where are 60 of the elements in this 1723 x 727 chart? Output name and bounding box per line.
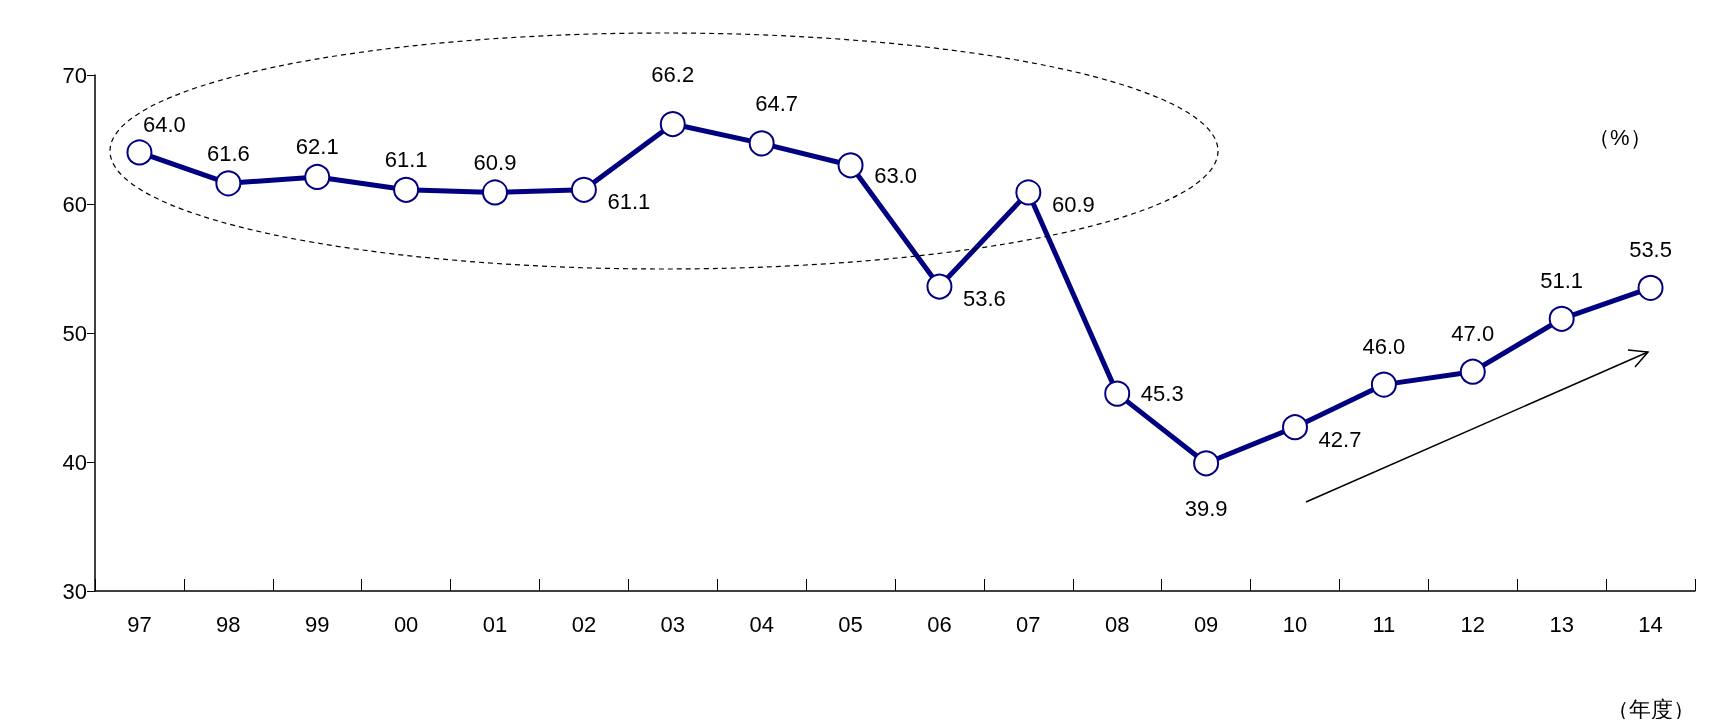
point bbox=[482, 179, 508, 206]
point bbox=[393, 176, 420, 203]
point bbox=[1637, 274, 1664, 301]
point bbox=[1459, 358, 1486, 385]
x-tick-label: 07 bbox=[1016, 611, 1041, 637]
data-label: 62.1 bbox=[295, 134, 339, 160]
y-tick-label: 30 bbox=[62, 578, 87, 604]
x-tick-label: 98 bbox=[216, 611, 241, 637]
x-tick-label: 13 bbox=[1549, 611, 1574, 637]
x-tick-label: 01 bbox=[482, 611, 508, 637]
data-label: 61.1 bbox=[607, 189, 651, 215]
point bbox=[304, 163, 331, 190]
point bbox=[126, 139, 153, 166]
y-axis-title: （%） bbox=[1588, 124, 1652, 150]
data-label: 61.1 bbox=[384, 147, 428, 173]
x-tick-label: 10 bbox=[1282, 611, 1308, 637]
x-tick-label: 11 bbox=[1372, 611, 1396, 637]
data-label: 60.9 bbox=[473, 149, 517, 175]
data-label: 45.3 bbox=[1140, 381, 1184, 407]
data-label: 60.9 bbox=[1051, 191, 1095, 217]
data-label: 64.7 bbox=[755, 90, 799, 116]
data-label: 53.5 bbox=[1629, 237, 1672, 263]
point bbox=[215, 170, 242, 197]
x-tick-label: 03 bbox=[660, 611, 686, 637]
data-label: 66.2 bbox=[651, 61, 695, 87]
x-tick-label: 97 bbox=[127, 611, 152, 637]
point bbox=[1015, 179, 1042, 206]
point bbox=[1370, 371, 1397, 398]
y-tick-label: 60 bbox=[62, 191, 87, 217]
data-label: 63.0 bbox=[874, 162, 917, 188]
data-label: 51.1 bbox=[1540, 268, 1584, 294]
data-label: 42.7 bbox=[1318, 426, 1362, 452]
x-tick-label: 09 bbox=[1193, 611, 1219, 637]
x-tick-label: 08 bbox=[1104, 611, 1130, 637]
x-tick-label: 06 bbox=[927, 611, 952, 637]
x-tick-label: 02 bbox=[571, 611, 597, 637]
y-tick-label: 40 bbox=[62, 449, 87, 475]
point bbox=[748, 130, 775, 157]
point bbox=[1104, 380, 1131, 407]
y-tick-label: 70 bbox=[62, 62, 87, 88]
point bbox=[1282, 414, 1308, 441]
x-tick-label: 12 bbox=[1460, 611, 1486, 637]
x-tick-label: 14 bbox=[1638, 611, 1663, 637]
data-label: 47.0 bbox=[1451, 321, 1495, 347]
point bbox=[1548, 305, 1575, 332]
data-label: 53.6 bbox=[963, 286, 1006, 312]
data-label: 39.9 bbox=[1184, 495, 1228, 521]
x-tick-label: 99 bbox=[304, 611, 330, 637]
point bbox=[570, 176, 597, 203]
data-label: 46.0 bbox=[1362, 334, 1406, 360]
y-tick-label: 50 bbox=[62, 320, 87, 346]
point bbox=[926, 273, 953, 300]
x-tick-label: 00 bbox=[393, 611, 419, 637]
x-tick-label: 04 bbox=[749, 611, 774, 637]
data-label: 61.6 bbox=[206, 140, 250, 166]
point bbox=[837, 152, 864, 179]
data-label: 64.0 bbox=[143, 111, 186, 137]
point bbox=[659, 111, 686, 138]
point bbox=[1193, 450, 1220, 477]
x-tick-label: 05 bbox=[838, 611, 863, 637]
